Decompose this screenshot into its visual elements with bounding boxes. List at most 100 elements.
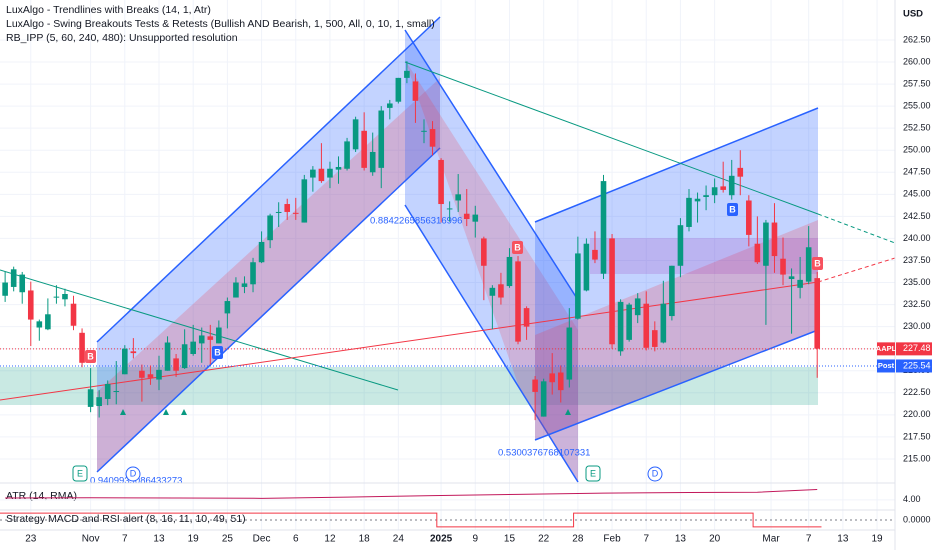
pane-legend[interactable]: Strategy MACD and RSI alert (8, 16, 11, … [6, 513, 246, 525]
x-tick-label: 28 [572, 534, 584, 545]
candle-body [677, 225, 684, 266]
candle-body [53, 296, 60, 298]
y-tick-label: 215.00 [903, 453, 931, 463]
candle-body [540, 381, 547, 417]
candle-body [797, 279, 803, 288]
candle-body [746, 200, 752, 235]
candle-body [660, 303, 667, 343]
candle-body [754, 243, 761, 263]
range-box [590, 238, 818, 274]
break-tag-text: B [729, 204, 736, 214]
strategy-line [0, 512, 822, 528]
candle-body [711, 187, 718, 196]
earnings-icon[interactable] [72, 465, 88, 482]
channel-line [534, 329, 819, 441]
channel-line [534, 107, 819, 223]
candle-body [728, 175, 735, 196]
candle-body [386, 103, 393, 108]
candle-body [686, 197, 692, 227]
break-tag [212, 346, 223, 359]
price-axis [895, 0, 932, 550]
indicator-legend[interactable]: LuxAlgo - Swing Breakouts Tests & Retest… [6, 18, 435, 30]
candle-body [566, 327, 573, 380]
x-tick-label: 6 [293, 534, 299, 545]
x-tick-label: 7 [806, 534, 812, 545]
y-tick-label: 235.00 [903, 277, 931, 287]
indicator-legend[interactable]: RB_IPP (5, 60, 240, 480): Unsupported re… [6, 32, 238, 44]
candle-body [156, 369, 162, 380]
candles [2, 61, 821, 421]
indicator-panes [0, 488, 895, 528]
y-tick-label: 232.50 [903, 299, 931, 309]
x-tick-label: 24 [393, 534, 405, 545]
y-tick-label: 252.50 [903, 123, 931, 133]
y-tick-label: 242.50 [903, 211, 931, 221]
candle-body [557, 372, 564, 391]
candle-body [369, 151, 376, 173]
candle-body [318, 168, 325, 182]
break-tag-text: B [814, 258, 821, 268]
level-label: 0.8842265856316996 [370, 216, 462, 227]
level-label: 0.9409939086433273 [90, 476, 182, 487]
y-tick-label: 250.00 [903, 145, 931, 155]
post-tag [877, 359, 895, 373]
earnings-icon-text: E [77, 468, 83, 478]
candle-body [79, 332, 85, 363]
break-tag-text: B [514, 242, 521, 252]
candle-body [2, 282, 8, 296]
earnings-icon[interactable] [585, 465, 601, 482]
candle-body [335, 166, 342, 170]
break-tag-text: B [214, 347, 221, 357]
candle-body [395, 77, 402, 102]
markers: B B B B B E E D D [72, 203, 823, 482]
test-marker [181, 409, 187, 415]
channel-line [96, 16, 441, 343]
x-tick-label: 9 [473, 534, 479, 545]
candle-body [70, 303, 77, 326]
channel-fill [405, 30, 578, 482]
candle-body [737, 167, 744, 177]
x-tick-label: 19 [188, 534, 200, 545]
dividend-icon[interactable] [647, 466, 663, 482]
candle-body [455, 194, 461, 201]
candle-body [498, 284, 504, 298]
candle-body [352, 119, 359, 150]
earnings-icon-text: E [590, 468, 596, 478]
symbol-tag-text: AAPL [876, 344, 897, 353]
candle-body [421, 130, 427, 132]
candle-body [489, 287, 496, 296]
break-tag [85, 350, 96, 363]
y-tick-label: 237.50 [903, 255, 931, 265]
y-tick-label: 262.50 [903, 34, 931, 44]
candle-body [583, 243, 590, 291]
candle-body [446, 208, 453, 210]
candle-body [19, 274, 26, 293]
y-tick-label: 257.50 [903, 78, 931, 88]
currency-label[interactable]: USD [903, 9, 923, 20]
break-tag-text: B [87, 351, 94, 361]
pane-legend[interactable]: ATR (14, RMA) [6, 490, 77, 502]
x-tick-label: 7 [643, 534, 649, 545]
x-tick-label: 20 [709, 534, 721, 545]
dividend-icon[interactable] [125, 466, 141, 482]
candle-body [96, 397, 102, 407]
candle-body [506, 256, 513, 287]
candle-body [651, 330, 658, 347]
channel-line [404, 29, 579, 301]
break-tag [812, 257, 823, 270]
indicator-legend[interactable]: LuxAlgo - Trendlines with Breaks (14, 1,… [6, 4, 211, 16]
candle-body [181, 344, 188, 369]
candle-body [147, 374, 154, 378]
trendline [404, 61, 819, 215]
candle-body [643, 303, 650, 348]
x-tick-label: Nov [82, 534, 100, 545]
candle-body [694, 198, 701, 202]
candle-body [62, 293, 68, 300]
y-tick-label: 4.00 [903, 494, 921, 504]
x-tick-label: 19 [871, 534, 883, 545]
candle-body [763, 222, 769, 266]
candle-body [592, 249, 598, 260]
candle-body [301, 179, 308, 223]
y-tick-label: 230.00 [903, 321, 931, 331]
candle-body [122, 348, 128, 375]
